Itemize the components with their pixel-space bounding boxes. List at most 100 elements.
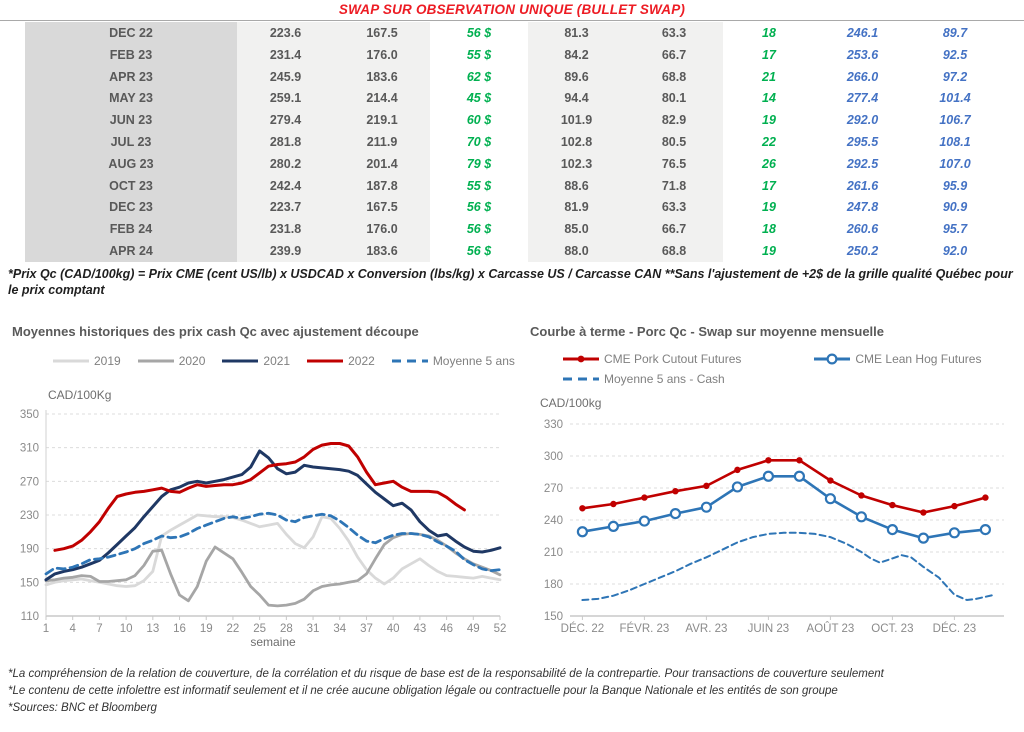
svg-text:DÉC. 22: DÉC. 22 [561, 622, 604, 635]
svg-text:25: 25 [253, 623, 266, 635]
gain-dollar-cell: 56 $ [466, 222, 492, 237]
price-qc-cell: 245.9 [237, 65, 334, 88]
price-us-cell-2: 66.7 [625, 43, 723, 66]
legend-item: 2020 [137, 354, 205, 368]
gain-dollar-cell: 70 $ [466, 134, 492, 149]
svg-text:190: 190 [20, 544, 39, 556]
swap-price-cell: 277.4 [846, 91, 879, 106]
month-cell: JUN 23 [25, 109, 237, 132]
price-us-cell: 81.3 [528, 22, 625, 44]
left-chart-legend: 2019 2020 2021 2022 Moyenne 5 ans [52, 354, 531, 368]
legend-label: 2021 [263, 354, 291, 368]
svg-text:230: 230 [20, 510, 39, 522]
svg-text:DÉC. 23: DÉC. 23 [933, 622, 976, 635]
swap-price-cell: 247.8 [846, 200, 879, 215]
gain-dollar-cell: 79 $ [466, 156, 492, 171]
price-qc-cell: 279.4 [237, 109, 334, 132]
price-us-cell: 85.0 [528, 218, 625, 241]
price-cell-2: 183.6 [334, 65, 430, 88]
forward-curve-chart: 150 180 210 240 270 300 330 DÉC. 22 FÉVR. 23 AVR.… [544, 419, 1004, 635]
gain-count-cell: 14 [762, 91, 776, 106]
footer-line: *La compréhension de la relation de couv… [8, 668, 884, 680]
price-us-cell-2: 68.8 [625, 240, 723, 262]
swap-price-cell: 261.6 [846, 178, 879, 193]
gain-count-cell: 18 [762, 222, 776, 237]
historical-prices-chart: 110 150 190 230 270 310 350 1 4 7 10 13 16 19 22 25 28 31… [20, 409, 507, 649]
legend-item: 2021 [221, 354, 290, 368]
price-cell-2: 187.8 [334, 174, 430, 197]
price-us-cell: 89.6 [528, 65, 625, 88]
price-us-cell-2: 71.8 [625, 174, 723, 197]
month-cell: DEC 22 [25, 22, 237, 44]
gain-count-cell: 21 [762, 69, 776, 84]
legend-item: CME Lean Hog Futures [813, 352, 981, 366]
table-row: OCT 23 242.4 187.8 55 $ 88.6 71.8 17 261… [25, 174, 1000, 197]
svg-text:150: 150 [544, 611, 563, 623]
month-cell: JUL 23 [25, 131, 237, 153]
svg-text:300: 300 [544, 451, 563, 463]
swap-price-cell-2: 90.9 [942, 200, 968, 215]
swap-price-cell: 292.0 [846, 113, 879, 128]
price-cell-2: 176.0 [334, 218, 430, 241]
page-title: SWAP SUR OBSERVATION UNIQUE (BULLET SWAP… [338, 2, 686, 17]
swap-price-cell-2: 92.5 [942, 47, 968, 62]
gain-count-cell: 17 [762, 178, 776, 193]
svg-text:28: 28 [280, 623, 293, 635]
right-chart-legend-row1: CME Pork Cutout Futures CME Lean Hog Futu… [562, 352, 1024, 366]
price-us-cell: 88.6 [528, 174, 625, 197]
footer-line: *Sources: BNC et Bloomberg [8, 702, 157, 714]
swap-table: DEC 22 223.6 167.5 56 $ 81.3 63.3 18 246… [25, 22, 1000, 262]
svg-text:34: 34 [333, 623, 346, 635]
swap-price-cell-2: 92.0 [942, 244, 968, 259]
svg-text:22: 22 [227, 623, 240, 635]
svg-text:40: 40 [387, 623, 400, 635]
legend-label: CME Pork Cutout Futures [604, 352, 742, 366]
price-cell-2: 167.5 [334, 22, 430, 44]
price-us-cell-2: 80.1 [625, 87, 723, 110]
table-row: MAY 23 259.1 214.4 45 $ 94.4 80.1 14 277… [25, 87, 1000, 110]
gain-count-cell: 22 [762, 134, 776, 149]
svg-text:FÉVR. 23: FÉVR. 23 [619, 622, 669, 635]
svg-text:16: 16 [173, 623, 186, 635]
price-us-cell-2: 68.8 [625, 65, 723, 88]
gain-count-cell: 19 [762, 244, 776, 259]
svg-text:semaine: semaine [250, 635, 296, 649]
price-us-cell-2: 63.3 [625, 196, 723, 219]
svg-text:43: 43 [413, 623, 426, 635]
right-chart-title: Courbe à terme - Porc Qc - Swap sur moye… [530, 324, 884, 339]
gain-dollar-cell: 45 $ [466, 91, 492, 106]
gain-dollar-cell: 55 $ [466, 47, 492, 62]
swap-price-cell-2: 101.4 [939, 91, 971, 106]
svg-text:270: 270 [20, 476, 39, 488]
price-us-cell-2: 76.5 [625, 152, 723, 175]
svg-text:13: 13 [146, 623, 159, 635]
price-us-cell-2: 80.5 [625, 131, 723, 153]
price-cell-2: 211.9 [334, 131, 430, 153]
svg-text:OCT. 23: OCT. 23 [871, 623, 913, 635]
swap-price-cell: 292.5 [846, 156, 879, 171]
svg-text:JUIN 23: JUIN 23 [748, 623, 790, 635]
price-us-cell: 102.8 [528, 131, 625, 153]
legend-item: 2019 [52, 354, 121, 368]
swap-price-cell: 266.0 [846, 69, 879, 84]
svg-text:270: 270 [544, 483, 563, 495]
table-row: DEC 22 223.6 167.5 56 $ 81.3 63.3 18 246… [25, 22, 1000, 44]
gain-count-cell: 18 [762, 25, 776, 40]
svg-text:19: 19 [200, 623, 213, 635]
table-row: APR 23 245.9 183.6 62 $ 89.6 68.8 21 266… [25, 65, 1000, 88]
legend-label: 2022 [348, 354, 375, 368]
price-qc-cell: 259.1 [237, 87, 334, 110]
gain-dollar-cell: 60 $ [466, 113, 492, 128]
price-us-cell-2: 66.7 [625, 218, 723, 241]
swap-price-cell: 253.6 [846, 47, 879, 62]
svg-text:180: 180 [544, 579, 563, 591]
month-cell: AUG 23 [25, 152, 237, 175]
table-row: FEB 23 231.4 176.0 55 $ 84.2 66.7 17 253… [25, 43, 1000, 66]
title-divider [0, 20, 1024, 21]
price-qc-cell: 242.4 [237, 174, 334, 197]
svg-text:37: 37 [360, 623, 373, 635]
price-qc-cell: 280.2 [237, 152, 334, 175]
table-row: DEC 23 223.7 167.5 56 $ 81.9 63.3 19 247… [25, 196, 1000, 219]
swap-price-cell: 295.5 [846, 134, 879, 149]
swap-price-cell-2: 106.7 [939, 113, 971, 128]
